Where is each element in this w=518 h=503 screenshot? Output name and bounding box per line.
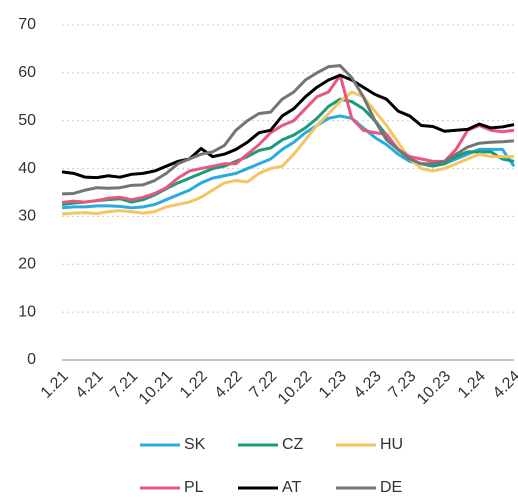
series-line xyxy=(61,90,514,216)
x-tick-label: 1.22 xyxy=(177,368,211,402)
legend-label: CZ xyxy=(282,436,304,453)
y-tick-label: 50 xyxy=(18,112,36,129)
series-line xyxy=(61,97,515,206)
x-tick-label: 4.24 xyxy=(490,368,518,402)
x-tick-label: 1.23 xyxy=(316,368,350,402)
y-tick-label: 0 xyxy=(27,351,36,368)
y-tick-label: 20 xyxy=(18,256,36,273)
x-tick-label: 4.21 xyxy=(73,368,107,402)
series-line xyxy=(61,64,515,196)
y-tick-label: 40 xyxy=(18,160,36,177)
x-tick-label: 4.23 xyxy=(351,368,385,402)
x-tick-label: 10.22 xyxy=(275,368,315,408)
y-tick-label: 70 xyxy=(18,16,36,33)
legend-label: PL xyxy=(184,479,204,496)
legend-label: DE xyxy=(380,479,402,496)
series-line xyxy=(61,73,515,180)
x-tick-label: 10.23 xyxy=(414,368,454,408)
x-tick-label: 4.22 xyxy=(212,368,246,402)
x-tick-label: 1.24 xyxy=(455,368,489,402)
y-tick-label: 30 xyxy=(18,208,36,225)
y-tick-label: 10 xyxy=(18,303,36,320)
legend-label: AT xyxy=(282,479,301,496)
legend-label: HU xyxy=(380,436,403,453)
x-tick-label: 10.21 xyxy=(136,368,176,408)
legend-label: SK xyxy=(184,436,206,453)
x-tick-label: 1.21 xyxy=(38,368,72,402)
y-tick-label: 60 xyxy=(18,64,36,81)
